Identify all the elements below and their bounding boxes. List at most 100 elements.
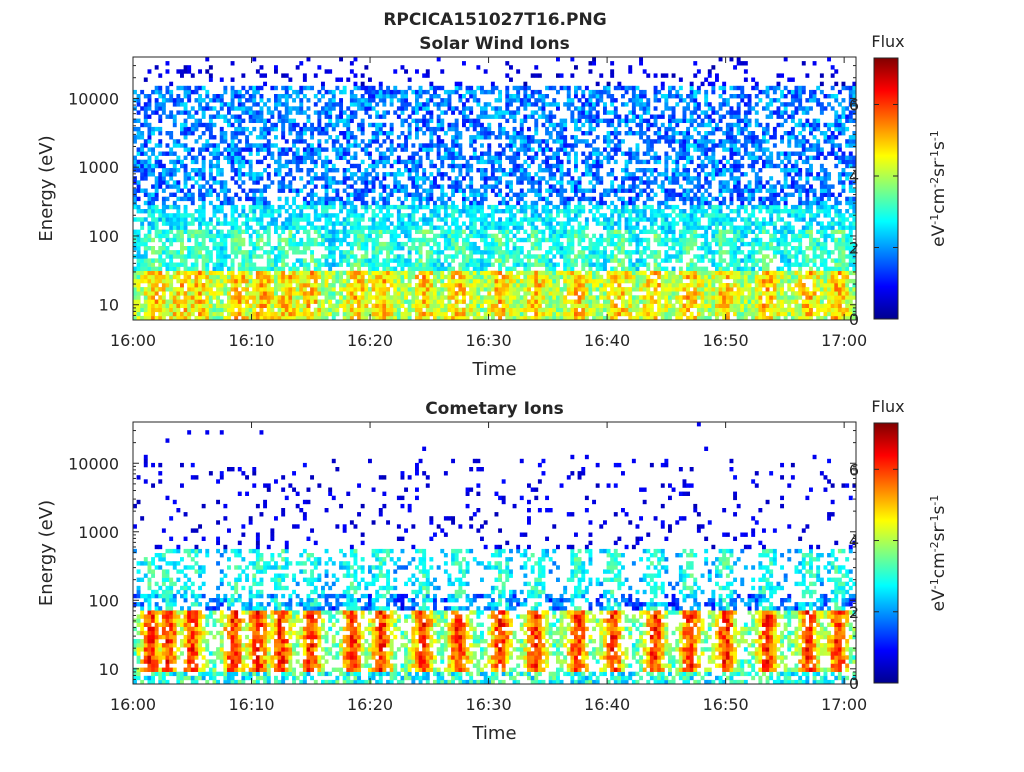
- spectrogram-cell: [483, 159, 488, 165]
- spectrogram-cell: [252, 241, 257, 247]
- spectrogram-cell: [382, 295, 387, 300]
- spectrogram-cell: [172, 225, 177, 230]
- spectrogram-cell: [498, 295, 503, 300]
- spectrogram-cell: [505, 241, 510, 247]
- spectrogram-cell: [237, 307, 242, 313]
- spectrogram-cell: [382, 303, 387, 309]
- spectrogram-cell: [295, 225, 300, 230]
- spectrogram-cell: [382, 102, 387, 107]
- spectrogram-cell: [592, 233, 597, 239]
- spectrogram-cell: [480, 159, 484, 165]
- spectrogram-cell: [288, 270, 293, 276]
- spectrogram-cell: [577, 176, 582, 181]
- spectrogram-cell: [349, 295, 354, 300]
- spectrogram-cell: [509, 217, 513, 222]
- spectrogram-cell: [501, 254, 506, 259]
- spectrogram-cell: [577, 303, 582, 309]
- spectrogram-cell: [180, 131, 184, 136]
- spectrogram-cell: [263, 303, 268, 309]
- spectrogram-cell: [523, 311, 528, 317]
- spectrogram-cell: [158, 209, 163, 214]
- spectrogram-cell: [501, 200, 506, 206]
- spectrogram-cell: [436, 139, 441, 144]
- spectrogram-cell: [440, 291, 445, 296]
- spectrogram-cell: [306, 126, 311, 132]
- spectrogram-cell: [357, 163, 362, 169]
- spectrogram-cell: [317, 200, 322, 206]
- spectrogram-cell: [208, 126, 213, 132]
- spectrogram-cell: [176, 237, 181, 243]
- spectrogram-cell: [219, 250, 224, 255]
- spectrogram-cell: [306, 204, 311, 210]
- spectrogram-cell: [255, 147, 260, 152]
- spectrogram-cell: [342, 131, 347, 136]
- spectrogram-cell: [360, 287, 365, 292]
- spectrogram-cell: [472, 188, 477, 193]
- spectrogram-cell: [566, 168, 571, 173]
- spectrogram-cell: [321, 163, 325, 169]
- spectrogram-cell: [277, 270, 282, 276]
- spectrogram-cell: [595, 262, 600, 267]
- spectrogram-cell: [566, 172, 571, 177]
- spectrogram-cell: [255, 303, 260, 309]
- spectrogram-cell: [321, 311, 325, 317]
- spectrogram-cell: [234, 278, 239, 284]
- spectrogram-cell: [480, 131, 484, 136]
- spectrogram-cell: [281, 278, 286, 284]
- spectrogram-cell: [556, 229, 560, 235]
- spectrogram-cell: [292, 295, 297, 300]
- spectrogram-cell: [574, 291, 578, 296]
- spectrogram-cell: [306, 237, 311, 243]
- spectrogram-cell: [559, 122, 564, 128]
- spectrogram-cell: [339, 143, 344, 148]
- spectrogram-cell: [346, 159, 351, 165]
- spectrogram-cell: [335, 278, 340, 284]
- spectrogram-cell: [447, 196, 452, 202]
- spectrogram-cell: [454, 204, 459, 210]
- spectrogram-cell: [198, 241, 203, 247]
- spectrogram-cell: [205, 258, 210, 263]
- spectrogram-cell: [487, 176, 492, 181]
- spectrogram-cell: [451, 221, 456, 226]
- spectrogram-cell: [469, 217, 474, 222]
- spectrogram-cell: [237, 229, 242, 235]
- spectrogram-cell: [270, 221, 275, 226]
- spectrogram-cell: [418, 217, 423, 222]
- spectrogram-cell: [396, 135, 401, 140]
- spectrogram-cell: [552, 299, 557, 304]
- spectrogram-cell: [223, 89, 228, 95]
- spectrogram-cell: [169, 262, 174, 267]
- spectrogram-cell: [201, 315, 206, 321]
- spectrogram-cell: [584, 196, 589, 202]
- spectrogram-cell: [281, 131, 286, 136]
- spectrogram-cell: [498, 250, 503, 255]
- spectrogram-cell: [241, 73, 246, 78]
- spectrogram-cell: [339, 258, 344, 263]
- spectrogram-cell: [400, 270, 405, 276]
- spectrogram-cell: [281, 225, 286, 230]
- spectrogram-cell: [317, 114, 322, 119]
- spectrogram-cell: [299, 89, 304, 95]
- spectrogram-cell: [357, 196, 362, 202]
- spectrogram-cell: [443, 258, 448, 263]
- spectrogram-cell: [537, 73, 542, 78]
- spectrogram-cell: [574, 192, 578, 198]
- spectrogram-cell: [299, 155, 304, 161]
- spectrogram-cell: [429, 131, 434, 136]
- spectrogram-cell: [574, 85, 578, 91]
- spectrogram-cell: [302, 307, 307, 313]
- spectrogram-cell: [208, 172, 213, 177]
- spectrogram-cell: [324, 274, 329, 280]
- spectrogram-cell: [281, 274, 286, 280]
- spectrogram-cell: [465, 89, 470, 95]
- spectrogram-cell: [577, 85, 582, 91]
- spectrogram-cell: [313, 94, 318, 99]
- spectrogram-cell: [339, 299, 344, 304]
- spectrogram-cell: [530, 299, 535, 304]
- spectrogram-cell: [190, 131, 195, 136]
- spectrogram-cell: [516, 209, 521, 214]
- spectrogram-cell: [425, 262, 430, 267]
- spectrogram-cell: [422, 114, 427, 119]
- spectrogram-cell: [422, 315, 427, 321]
- spectrogram-cell: [440, 139, 445, 144]
